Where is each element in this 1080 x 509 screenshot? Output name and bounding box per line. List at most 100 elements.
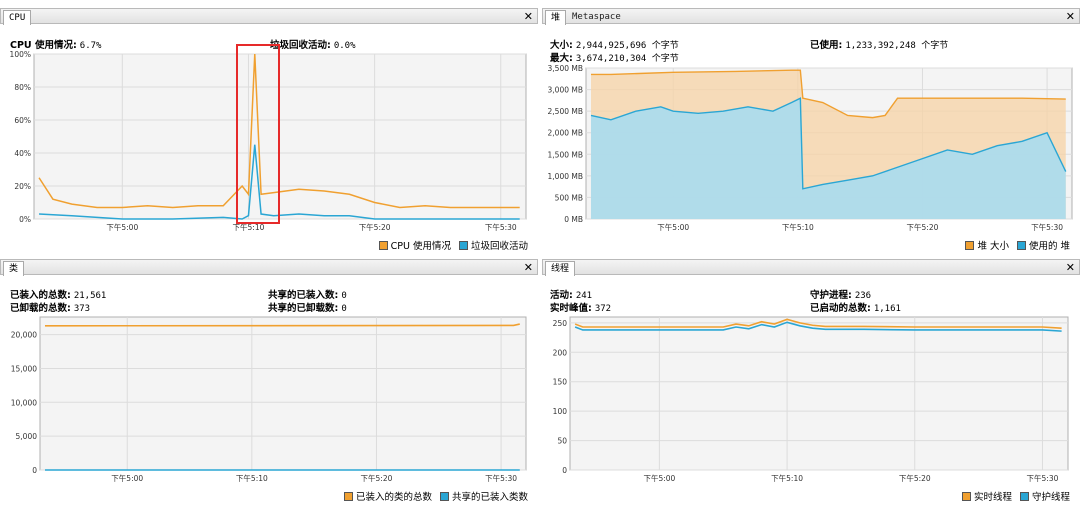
x-tick-label: 下午5:10 bbox=[771, 473, 803, 483]
y-tick-label: 100 bbox=[553, 407, 568, 416]
x-tick-label: 下午5:00 bbox=[106, 222, 138, 232]
legend-gc-activity: 垃圾回收活动 bbox=[470, 241, 528, 252]
x-tick-label: 下午5:30 bbox=[485, 473, 517, 483]
y-tick-label: 3,500 MB bbox=[548, 64, 583, 73]
classes-unloaded-stat: 已卸载的总数: 373 bbox=[10, 300, 90, 314]
x-tick-label: 下午5:00 bbox=[111, 473, 143, 483]
classes-unloaded-label: 已卸载的总数: bbox=[10, 303, 71, 314]
series-line bbox=[574, 321, 1062, 332]
close-icon[interactable]: ✕ bbox=[1065, 261, 1075, 274]
x-tick-label: 下午5:20 bbox=[907, 222, 939, 232]
cpu-legend: CPU 使用情况 垃圾回收活动 bbox=[378, 238, 528, 252]
gc-activity-value: 0.0% bbox=[333, 41, 356, 51]
legend-swatch-loaded bbox=[343, 491, 353, 501]
classes-loaded-label: 已装入的总数: bbox=[10, 290, 71, 301]
threads-live-value: 241 bbox=[575, 291, 593, 301]
y-tick-label: 20,000 bbox=[11, 331, 37, 340]
threads-chart: 250 200 150 100 50 0 下午5:00 下午5:10 下午5:20 下午5:30 bbox=[553, 316, 1069, 483]
tab-threads[interactable]: 线程 bbox=[545, 261, 576, 276]
heap-legend: 堆 大小 使用的 堆 bbox=[965, 238, 1070, 252]
legend-swatch-live bbox=[961, 491, 971, 501]
legend-swatch-shared bbox=[439, 491, 449, 501]
threads-live-stat: 活动: 241 bbox=[550, 287, 592, 301]
series-line bbox=[590, 69, 1066, 119]
y-tick-label: 40% bbox=[14, 149, 31, 158]
shared-loaded-stat: 共享的已装入数: 0 bbox=[268, 287, 347, 301]
shared-unloaded-label: 共享的已卸载数: bbox=[268, 303, 339, 314]
y-tick-label: 2,500 MB bbox=[548, 107, 583, 116]
x-tick-label: 下午5:00 bbox=[643, 473, 675, 483]
cpu-panel-header: CPU ✕ bbox=[0, 8, 538, 25]
tab-heap[interactable]: 堆 bbox=[545, 10, 567, 25]
classes-panel-header: 类 ✕ bbox=[0, 259, 538, 276]
threads-peak-stat: 实时峰值: 372 bbox=[550, 300, 611, 314]
threads-started-label: 已启动的总数: bbox=[810, 303, 871, 314]
shared-loaded-value: 0 bbox=[341, 291, 347, 301]
classes-panel: 类 ✕ 已装入的总数: 21,561 已卸载的总数: 373 共享的已装入数: … bbox=[0, 259, 538, 506]
y-tick-label: 0% bbox=[19, 215, 31, 224]
x-tick-label: 下午5:10 bbox=[782, 222, 814, 232]
shared-unloaded-value: 0 bbox=[341, 304, 347, 314]
heap-used-value: 1,233,392,248 个字节 bbox=[845, 41, 949, 51]
close-icon[interactable]: ✕ bbox=[1065, 10, 1075, 23]
x-tick-label: 下午5:20 bbox=[899, 473, 931, 483]
legend-cpu-usage: CPU 使用情况 bbox=[390, 241, 451, 252]
close-icon[interactable]: ✕ bbox=[523, 261, 533, 274]
legend-heap-used: 使用的 堆 bbox=[1028, 241, 1070, 252]
cpu-panel: CPU ✕ CPU 使用情况: 6.7% 垃圾回收活动: 0.0% 100% 80… bbox=[0, 8, 538, 255]
legend-swatch-cpu bbox=[378, 240, 388, 250]
cpu-usage-label: CPU 使用情况: bbox=[10, 40, 77, 51]
legend-loaded-classes: 已装入的类的总数 bbox=[355, 492, 432, 503]
threads-live-label: 活动: bbox=[550, 290, 573, 301]
tab-classes[interactable]: 类 bbox=[3, 261, 25, 276]
classes-loaded-stat: 已装入的总数: 21,561 bbox=[10, 287, 106, 301]
legend-daemon-threads: 守护线程 bbox=[1031, 492, 1070, 503]
legend-shared-classes: 共享的已装入类数 bbox=[451, 492, 528, 503]
tab-metaspace[interactable]: Metaspace bbox=[572, 12, 621, 22]
y-tick-label: 5,000 bbox=[16, 432, 38, 441]
y-tick-label: 2,000 MB bbox=[548, 129, 583, 138]
gc-activity-label: 垃圾回收活动: bbox=[270, 40, 331, 51]
y-tick-label: 50 bbox=[557, 437, 567, 446]
y-tick-label: 0 MB bbox=[564, 215, 583, 224]
y-tick-label: 20% bbox=[14, 182, 31, 191]
classes-legend: 已装入的类的总数 共享的已装入类数 bbox=[343, 489, 528, 503]
legend-live-threads: 实时线程 bbox=[973, 492, 1012, 503]
close-icon[interactable]: ✕ bbox=[523, 10, 533, 23]
x-tick-label: 下午5:20 bbox=[359, 222, 391, 232]
legend-swatch-heap-used bbox=[1016, 240, 1026, 250]
cpu-usage-value: 6.7% bbox=[79, 41, 102, 51]
threads-legend: 实时线程 守护线程 bbox=[961, 489, 1070, 503]
threads-panel-header: 线程 ✕ bbox=[542, 259, 1080, 276]
legend-swatch-gc bbox=[458, 240, 468, 250]
threads-daemon-value: 236 bbox=[854, 291, 872, 301]
heap-max-label: 最大: bbox=[550, 53, 573, 64]
heap-size-label: 大小: bbox=[550, 40, 573, 51]
y-tick-label: 0 bbox=[32, 466, 37, 475]
plot-area bbox=[33, 53, 527, 220]
threads-peak-label: 实时峰值: bbox=[550, 303, 592, 314]
x-tick-label: 下午5:30 bbox=[1031, 222, 1063, 232]
legend-swatch-daemon bbox=[1019, 491, 1029, 501]
y-tick-label: 0 bbox=[562, 466, 567, 475]
y-tick-label: 100% bbox=[10, 50, 31, 59]
legend-swatch-heap-size bbox=[965, 240, 975, 250]
x-tick-label: 下午5:10 bbox=[233, 222, 265, 232]
tab-cpu[interactable]: CPU bbox=[3, 10, 32, 25]
heap-max-value: 3,674,210,304 个字节 bbox=[575, 54, 679, 64]
y-tick-label: 1,500 MB bbox=[548, 150, 583, 159]
y-tick-label: 500 MB bbox=[555, 193, 583, 202]
threads-panel: 线程 ✕ 活动: 241 实时峰值: 372 守护进程: 236 已启动的总数:… bbox=[542, 259, 1080, 506]
y-tick-label: 80% bbox=[14, 83, 31, 92]
threads-daemon-stat: 守护进程: 236 bbox=[810, 287, 871, 301]
x-tick-label: 下午5:00 bbox=[657, 222, 689, 232]
y-tick-label: 1,000 MB bbox=[548, 172, 583, 181]
classes-loaded-value: 21,561 bbox=[73, 291, 107, 301]
heap-panel-header: 堆 Metaspace ✕ bbox=[542, 8, 1080, 25]
y-tick-label: 10,000 bbox=[11, 398, 37, 407]
threads-started-value: 1,161 bbox=[873, 304, 901, 314]
cpu-usage-stat: CPU 使用情况: 6.7% bbox=[10, 37, 101, 51]
x-tick-label: 下午5:30 bbox=[1027, 473, 1059, 483]
threads-daemon-label: 守护进程: bbox=[810, 290, 852, 301]
series-line bbox=[574, 318, 1062, 329]
